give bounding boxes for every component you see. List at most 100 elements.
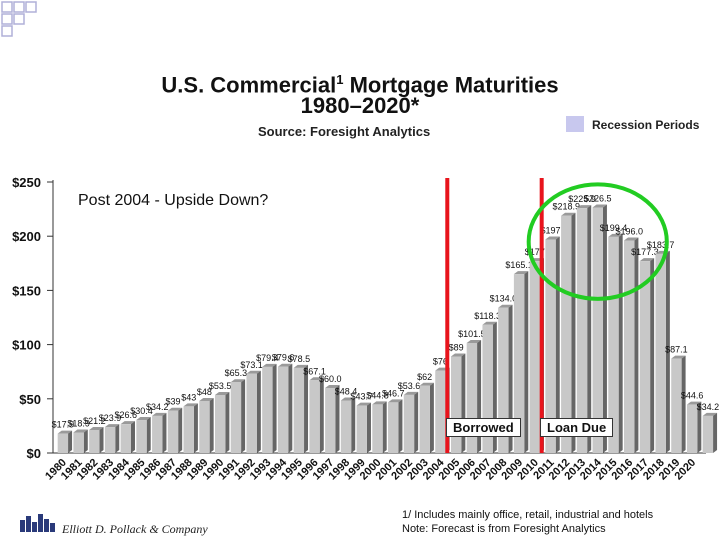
bar-side (256, 370, 261, 453)
data-label: $17.9 (52, 420, 75, 430)
bar-top (671, 355, 686, 359)
bar-top (293, 364, 309, 368)
bar-2020 (686, 401, 702, 453)
bar-side (178, 407, 183, 453)
bar-top (450, 353, 466, 357)
bar-undefined (702, 412, 718, 453)
bar-side (713, 412, 718, 453)
bar-top (388, 399, 403, 403)
bar-front (356, 405, 367, 453)
chart-title-line2: 1980–2020* (300, 93, 420, 118)
data-label: $134.0 (490, 294, 518, 304)
y-tick-label: $250 (12, 175, 41, 190)
highlight-circle (526, 182, 669, 301)
bar-side (335, 384, 340, 453)
bar-top (167, 407, 183, 411)
deco-square (25, 1, 37, 13)
deco-square (13, 1, 25, 13)
data-label: $177.3 (631, 247, 659, 257)
bar-side (209, 397, 214, 453)
bar-top (482, 321, 497, 325)
bar-1981 (73, 429, 88, 453)
bar-front (561, 215, 572, 453)
bar-side (319, 377, 324, 453)
bar-top (466, 339, 482, 343)
deco-square (1, 13, 13, 25)
bar-side (99, 427, 104, 453)
data-label: $78.5 (288, 354, 311, 364)
data-label: $34.2 (697, 402, 720, 412)
bar-side (288, 363, 293, 453)
y-tick-label: $100 (12, 338, 41, 353)
bar-side (571, 212, 576, 453)
bar-top (624, 237, 639, 241)
bar-top (498, 304, 513, 308)
bar-side (83, 429, 88, 453)
data-label: $89 (449, 343, 464, 353)
data-label: $26.6 (115, 410, 138, 420)
bar-front (136, 420, 147, 453)
data-label: $196.0 (615, 227, 643, 237)
bar-front (482, 324, 493, 453)
bar-1990 (214, 392, 230, 453)
bar-2003 (419, 382, 434, 453)
bar-front (309, 380, 320, 453)
bar-front (639, 261, 651, 453)
recession-divider-line (445, 178, 450, 453)
bar-side (304, 364, 309, 453)
data-label: $165.1 (505, 260, 533, 270)
bar-front (293, 367, 305, 453)
bar-side (272, 363, 277, 453)
bar-top (403, 391, 419, 395)
bar-2002 (403, 391, 419, 453)
bar-1988 (183, 403, 198, 453)
y-tick-label: $0 (27, 446, 41, 461)
y-tick-label: $150 (12, 283, 41, 298)
bar-1985 (136, 417, 151, 453)
data-label: $101.5 (458, 329, 486, 339)
data-label: $53.5 (209, 381, 232, 391)
bar-front (262, 366, 273, 453)
data-label: $73.1 (240, 360, 263, 370)
data-label: $48 (197, 387, 212, 397)
bar-front (545, 239, 556, 453)
bar-side (68, 430, 73, 453)
y-tick-label: $200 (12, 229, 41, 244)
bar-front (152, 415, 163, 453)
recession-divider-line (539, 178, 544, 453)
bar-top (120, 421, 135, 425)
bar-front (529, 261, 541, 453)
bar-1982 (89, 427, 104, 453)
bar-top (136, 417, 151, 421)
data-label: $226.5 (584, 193, 612, 203)
data-label: $118.3 (474, 311, 501, 321)
data-label: $76 (433, 357, 448, 367)
bar-2015 (608, 233, 623, 453)
data-label: $79.4 (256, 353, 279, 363)
bar-1991 (230, 379, 246, 453)
bar-front (120, 424, 131, 453)
bar-1994 (277, 363, 293, 453)
bar-front (388, 402, 399, 453)
data-label: $65.3 (225, 368, 248, 378)
bar-side (241, 379, 246, 453)
bar-side (130, 421, 135, 453)
data-label: $225.9 (568, 194, 596, 204)
bar-1993 (262, 363, 277, 453)
bar-2005 (450, 353, 466, 453)
data-label: $79.6 (272, 353, 295, 363)
bar-front (435, 370, 446, 453)
bar-side (461, 353, 466, 453)
title-text: U.S. Commercial (161, 72, 337, 98)
data-label: $48.4 (335, 387, 358, 397)
bar-top (262, 363, 277, 367)
data-label: $44.6 (681, 391, 704, 401)
bar-front (403, 394, 415, 453)
data-label: $21.2 (83, 416, 106, 426)
chart-title-line1: U.S. Commercial1 Mortgage Maturities (120, 68, 600, 97)
data-label: $197 (541, 225, 561, 235)
bar-top (686, 401, 702, 405)
bar-2016 (624, 237, 639, 453)
bar-front (89, 430, 100, 453)
bar-front (73, 432, 84, 453)
